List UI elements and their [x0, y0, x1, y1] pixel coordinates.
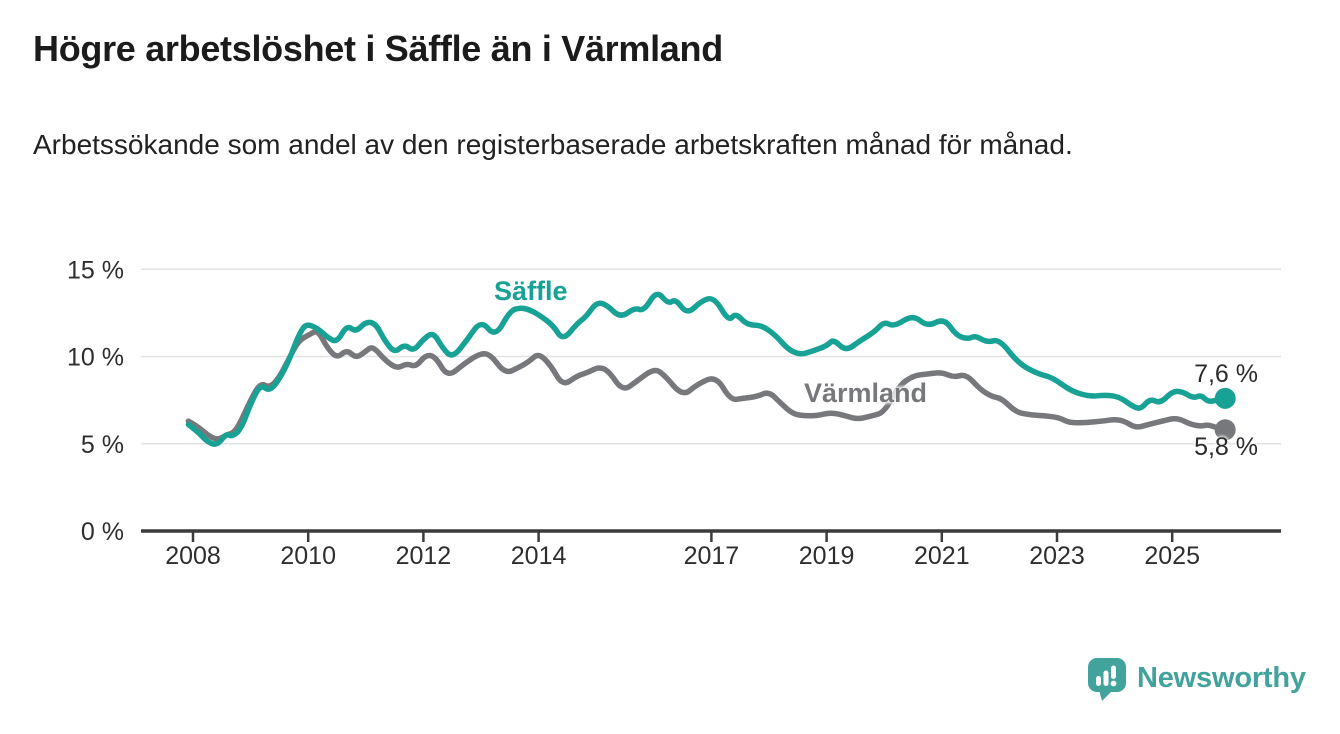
- x-tick-label: 2014: [511, 542, 567, 570]
- end-value-label-saffle: 7,6 %: [1194, 360, 1258, 388]
- y-tick-label: 5 %: [81, 431, 124, 459]
- x-tick-label: 2025: [1144, 542, 1200, 570]
- end-value-label-varmland: 5,8 %: [1194, 433, 1258, 461]
- newsworthy-brand-text: Newsworthy: [1137, 662, 1306, 694]
- newsworthy-branding: Newsworthy: [1086, 656, 1306, 701]
- series-label-saffle: Säffle: [494, 276, 568, 306]
- end-dot-varmland: [1214, 419, 1236, 441]
- page-title: Högre arbetslöshet i Säffle än i Värmlan…: [33, 28, 723, 69]
- newsworthy-logo-icon: [1088, 658, 1126, 701]
- end-dot-saffle: [1214, 387, 1236, 409]
- x-tick-label: 2012: [396, 542, 452, 570]
- x-tick-label: 2017: [684, 542, 740, 570]
- x-tick-label: 2008: [165, 542, 221, 570]
- y-tick-label: 0 %: [81, 518, 124, 546]
- y-tick-label: 10 %: [67, 344, 124, 372]
- line-varmland: [185, 329, 1228, 442]
- x-tick-label: 2019: [799, 542, 855, 570]
- line-saffle: [185, 291, 1228, 447]
- y-tick-label: 15 %: [67, 256, 124, 284]
- x-tick-label: 2010: [280, 542, 336, 570]
- series-label-varmland: Värmland: [804, 378, 928, 408]
- page-subtitle: Arbetssökande som andel av den registerb…: [33, 129, 1073, 160]
- x-tick-label: 2021: [914, 542, 970, 570]
- x-tick-label: 2023: [1029, 542, 1085, 570]
